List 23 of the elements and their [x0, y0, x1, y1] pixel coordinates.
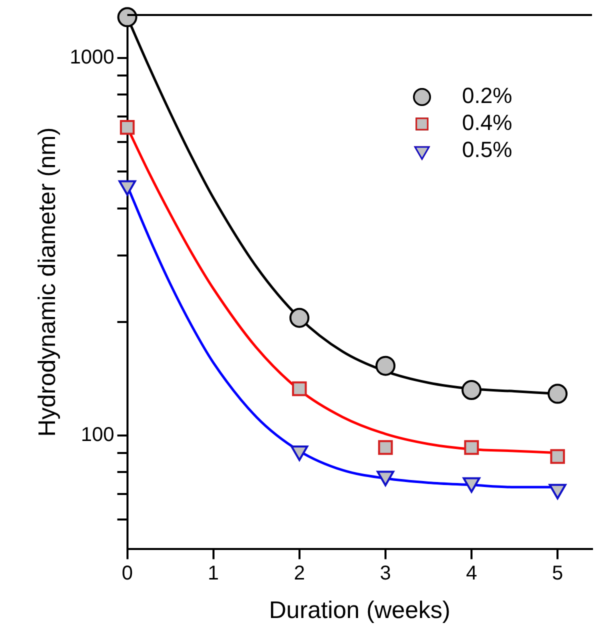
point — [464, 440, 479, 455]
point — [289, 308, 310, 328]
legend-label: 0.2% — [462, 83, 512, 108]
point — [375, 356, 396, 376]
x-tick-label: 5 — [552, 562, 564, 585]
x-tick-label: 4 — [466, 562, 478, 585]
point — [378, 440, 393, 455]
point — [550, 449, 565, 464]
x-tick-label: 2 — [294, 562, 305, 585]
point — [120, 120, 135, 135]
y-tick-label: 100 — [80, 424, 114, 446]
x-tick-label: 1 — [208, 562, 219, 585]
x-axis-title: Duration (weeks) — [268, 597, 450, 624]
point — [117, 7, 138, 28]
legend-label: 0.5% — [462, 137, 512, 162]
x-tick-label: 0 — [122, 562, 133, 585]
x-tick-label: 3 — [380, 562, 392, 585]
y-tick-label: 1000 — [70, 46, 114, 69]
point — [462, 380, 482, 400]
y-axis-title: Hydrodynamic diameter (nm) — [34, 127, 62, 437]
point — [292, 381, 307, 396]
point — [548, 384, 568, 404]
legend-label: 0.4% — [462, 110, 512, 136]
